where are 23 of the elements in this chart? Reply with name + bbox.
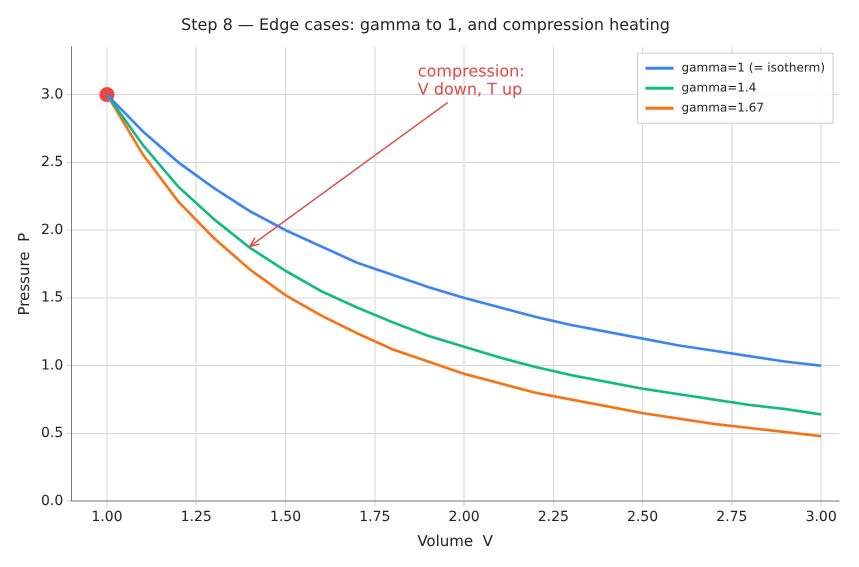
x-tick-label: 3.00 bbox=[806, 509, 837, 526]
x-tick-label: 1.50 bbox=[270, 509, 302, 526]
annotation: compression: V down, T up bbox=[418, 62, 525, 99]
x-tick-label: 2.50 bbox=[627, 509, 658, 526]
x-tick-label: 2.75 bbox=[716, 509, 748, 526]
y-axis-title: Pressure P bbox=[14, 232, 33, 316]
chart-title: Step 8 — Edge cases: gamma to 1, and compression heating bbox=[181, 14, 670, 34]
y-tick-label: 1.0 bbox=[41, 357, 64, 374]
y-tick-label: 0.0 bbox=[41, 492, 64, 509]
legend-label: gamma=1 (= isotherm) bbox=[682, 60, 826, 74]
legend-label: gamma=1.67 bbox=[682, 100, 764, 114]
y-tick-label: 0.5 bbox=[41, 425, 64, 442]
x-axis-title: Volume V bbox=[417, 532, 494, 550]
y-tick-label: 2.5 bbox=[41, 154, 64, 170]
y-tick-label: 3.0 bbox=[41, 86, 64, 102]
y-tick-label: 2.0 bbox=[41, 222, 64, 238]
legend-label: gamma=1.4 bbox=[682, 80, 756, 94]
y-tick-label: 1.5 bbox=[41, 290, 64, 306]
x-tick-label: 2.25 bbox=[538, 509, 569, 526]
x-tick-label: 1.75 bbox=[359, 509, 390, 526]
x-tick-label: 2.00 bbox=[448, 509, 480, 526]
x-tick-label: 1.25 bbox=[180, 509, 212, 526]
x-tick-label: 1.00 bbox=[91, 509, 123, 526]
